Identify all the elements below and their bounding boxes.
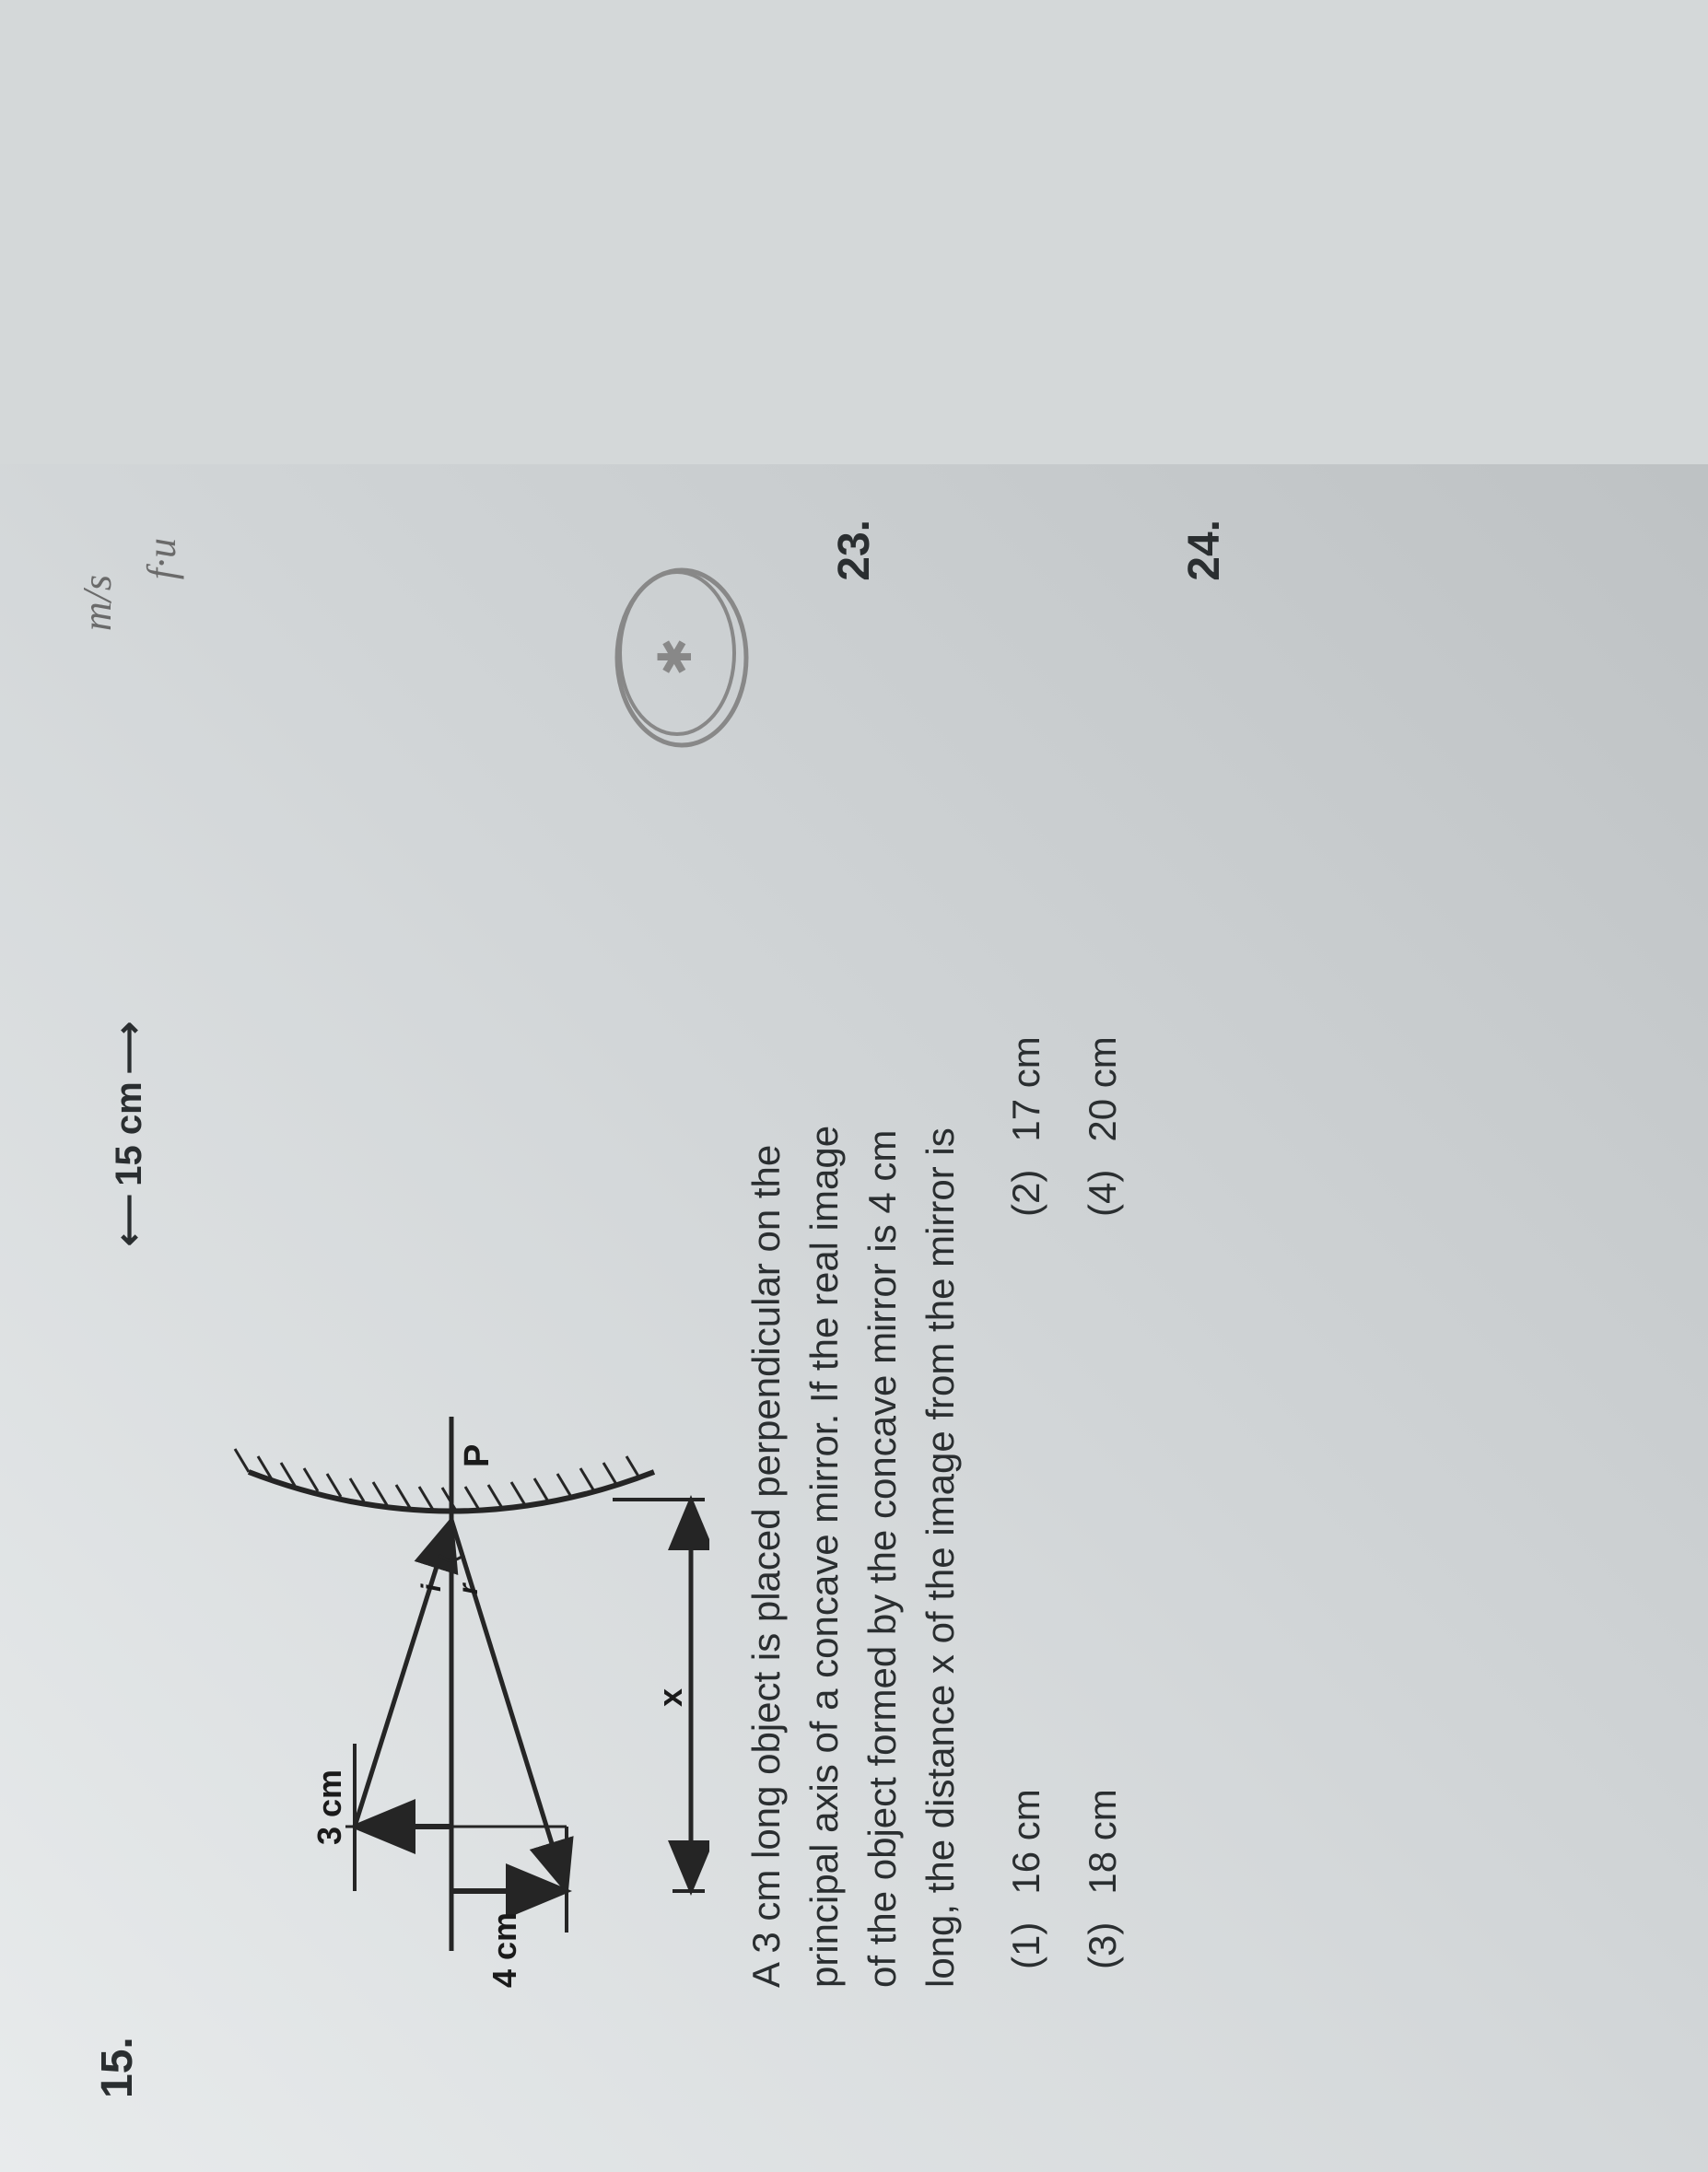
incident-ray [355, 1520, 451, 1827]
option-4: (4) 20 cm [1073, 538, 1131, 1217]
svg-text:✱: ✱ [649, 637, 701, 676]
option-1-num: (1) [997, 1922, 1055, 1969]
label-p: P [458, 1444, 497, 1467]
option-2: (2) 17 cm [997, 538, 1055, 1217]
right-qnum-23: 23. [829, 520, 880, 581]
right-qnum-24: 24. [1179, 520, 1230, 581]
option-1-val: 16 cm [997, 1789, 1055, 1894]
option-1: (1) 16 cm [997, 1290, 1055, 1969]
label-i: i [416, 1583, 447, 1592]
option-3-num: (3) [1073, 1922, 1131, 1969]
label-3cm: 3 cm [310, 1769, 348, 1845]
label-x: x [651, 1688, 689, 1707]
reflected-ray [451, 1520, 567, 1891]
question-text-line2: principal axis of a concave mirror. If t… [795, 538, 853, 1988]
question-text-line3: of the object formed by the concave mirr… [853, 538, 911, 1988]
question-number-15: 15. [92, 1988, 143, 2098]
options-grid: (1) 16 cm (2) 17 cm (3) 18 cm (4) 20 cm [997, 538, 1131, 1969]
option-4-val: 20 cm [1073, 1036, 1131, 1141]
mirror-diagram: 3 cm 4 cm i r P x [193, 1343, 709, 1988]
top-dimension-label: 15 cm [101, 538, 157, 1730]
option-4-num: (4) [1073, 1170, 1131, 1217]
mirror-hatching [235, 1449, 640, 1511]
option-2-val: 17 cm [997, 1036, 1055, 1141]
option-3-val: 18 cm [1073, 1789, 1131, 1894]
option-3: (3) 18 cm [1073, 1290, 1131, 1969]
question-text-line4: long, the distance x of the image from t… [911, 538, 969, 1988]
option-2-num: (2) [997, 1170, 1055, 1217]
handwriting-fu: f·u [138, 538, 185, 579]
handwriting-ms: m/s [74, 575, 121, 631]
label-r: r [453, 1582, 484, 1594]
scribble-oval: ✱ [599, 556, 769, 759]
label-4cm: 4 cm [485, 1912, 523, 1988]
